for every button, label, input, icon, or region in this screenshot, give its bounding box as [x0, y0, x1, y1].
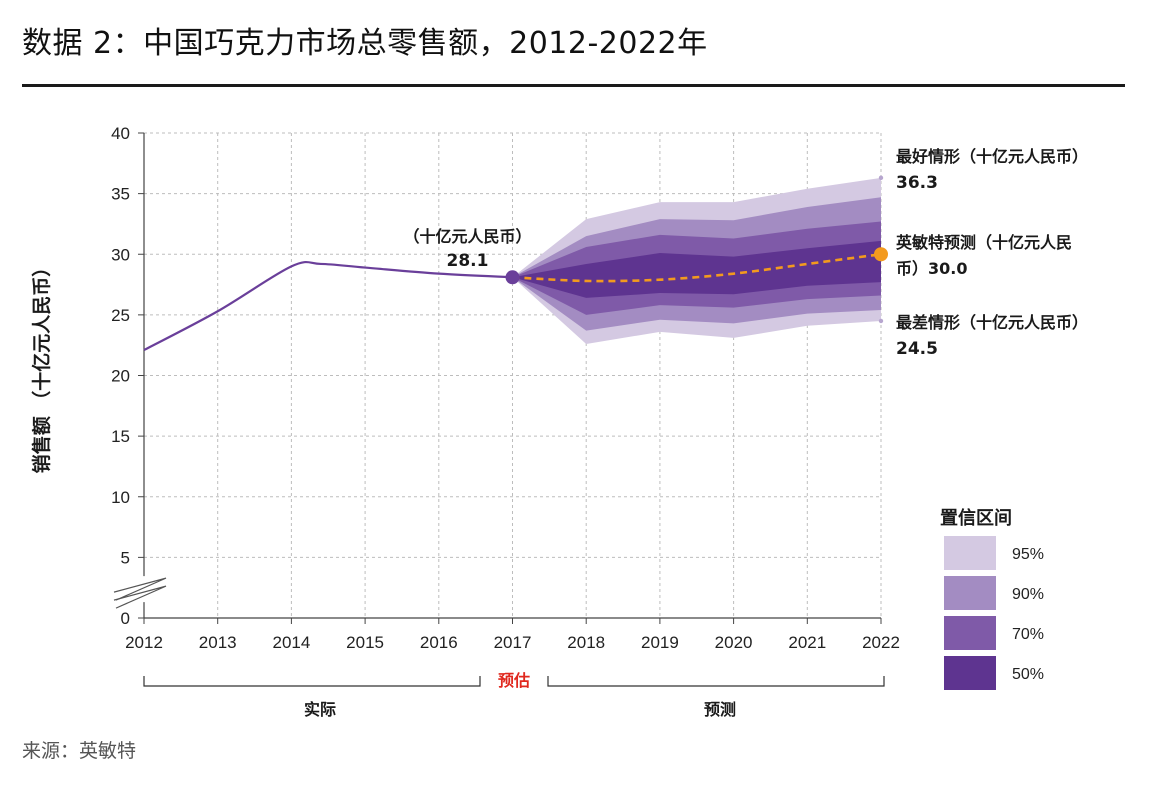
y-tick-label: 5 — [121, 548, 130, 567]
worst-case-value: 24.5 — [896, 339, 938, 359]
legend-title: 置信区间 — [940, 507, 1012, 529]
x-tick-label: 2013 — [199, 633, 237, 652]
legend-swatch-70 — [944, 616, 996, 650]
y-tick-label: 10 — [111, 488, 130, 507]
best-case-title: 最好情形（十亿元人民币） — [896, 147, 1088, 166]
best-case-dot — [878, 175, 884, 181]
actual-sales-line — [143, 260, 513, 352]
x-tick-label: 2016 — [420, 633, 458, 652]
series-lines — [143, 175, 888, 352]
axis-break-zigzag — [113, 585, 167, 609]
point-2017-value-label: 28.1 — [447, 251, 489, 271]
title-divider — [22, 84, 1125, 87]
x-tick-label: 2022 — [862, 633, 900, 652]
point-2017 — [505, 270, 520, 285]
x-tick-label: 2014 — [272, 633, 310, 652]
forecast-endpoint-2022 — [874, 247, 888, 262]
forecast-period-bracket — [547, 676, 885, 687]
x-tick-label: 2012 — [125, 633, 163, 652]
y-tick-label: 40 — [111, 124, 130, 143]
axis-break-gap — [141, 576, 147, 603]
legend-label-95: 95% — [1012, 546, 1044, 563]
mintel-forecast-title: 英敏特预测（十亿元人民 — [895, 233, 1072, 252]
confidence-bands — [512, 177, 881, 344]
mintel-forecast-value: 币）30.0 — [896, 259, 967, 278]
best-case-value: 36.3 — [896, 173, 938, 193]
x-tick-label: 2017 — [494, 633, 532, 652]
x-tick-label: 2021 — [788, 633, 826, 652]
page-title: 数据 2：中国巧克力市场总零售额，2012-2022年 — [22, 26, 708, 61]
actual-period-bracket — [143, 676, 481, 687]
point-2017-unit-label: （十亿元人民币） — [403, 227, 531, 246]
y-tick-label: 25 — [111, 306, 130, 325]
legend-label-90: 90% — [1012, 586, 1044, 603]
source-note: 来源：英敏特 — [22, 740, 137, 762]
x-tick-label: 2020 — [715, 633, 753, 652]
legend-swatch-90 — [944, 576, 996, 610]
legend-swatch-95 — [944, 536, 996, 570]
legend-swatch-50 — [944, 656, 996, 690]
axes: 0 5 10 15 20 25 30 35 40 2012 2013 2014 2015 2016 2017… — [30, 124, 900, 652]
y-tick-label: 20 — [111, 367, 130, 386]
worst-case-title: 最差情形（十亿元人民币） — [896, 313, 1088, 332]
confidence-band-50 — [512, 240, 881, 298]
worst-case-dot — [878, 318, 884, 324]
y-tick-label: 15 — [111, 427, 130, 446]
x-tick-label: 2019 — [641, 633, 679, 652]
y-tick-label: 0 — [121, 609, 130, 628]
axis-break-zigzag — [113, 577, 167, 601]
y-tick-label: 35 — [111, 185, 130, 204]
legend-label-50: 50% — [1012, 666, 1044, 683]
forecast-period-label: 预测 — [704, 700, 736, 719]
chart-labels: （十亿元人民币） 28.1 最好情形（十亿元人民币） 36.3 英敏特预测（十亿元人民币… — [143, 147, 1088, 719]
legend-label-70: 70% — [1012, 626, 1044, 643]
mintel-forecast-line — [512, 252, 882, 283]
x-tick-label: 2018 — [567, 633, 605, 652]
y-tick-label: 30 — [111, 245, 130, 264]
estimate-period-label: 预估 — [498, 671, 530, 690]
y-axis-label: 销售额 （十亿元人民币） — [30, 258, 53, 474]
x-tick-label: 2015 — [346, 633, 384, 652]
actual-period-label: 实际 — [304, 700, 336, 719]
